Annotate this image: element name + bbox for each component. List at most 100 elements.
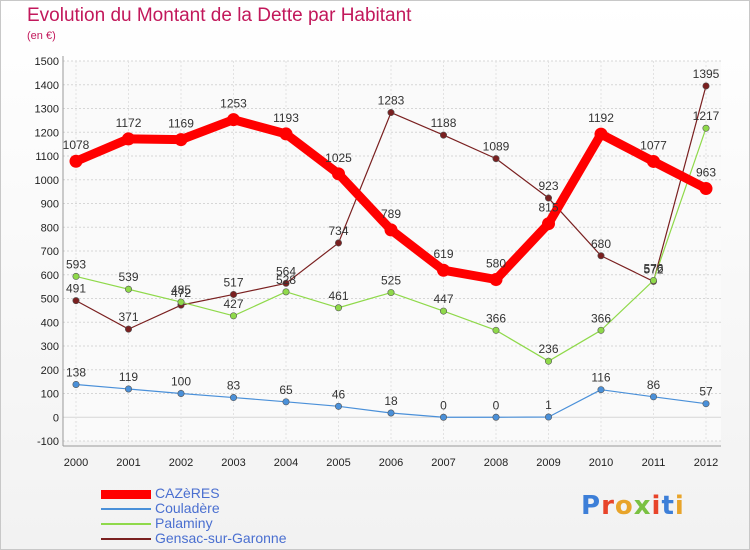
data-point [177,389,185,397]
y-tick-label: 1000 [35,175,59,187]
data-label: 1169 [168,117,194,131]
data-point [439,131,447,139]
brand-letter: r [601,491,615,521]
y-tick-label: 500 [41,294,59,306]
data-label: 100 [171,375,191,389]
data-point [702,400,710,408]
data-label: 366 [486,311,506,325]
data-label: 1188 [431,116,457,130]
data-point [387,409,395,417]
legend-label: CAZèRES [155,485,220,501]
data-label: 1077 [640,138,667,152]
brand-letter: i [651,491,662,521]
data-point [69,154,83,168]
data-point [649,393,657,401]
x-tick-label: 2004 [274,457,298,469]
data-label: 963 [696,166,716,180]
y-tick-label: 800 [41,222,59,234]
data-label: 619 [433,247,453,261]
data-label: 517 [223,275,243,289]
legend-label: Gensac-sur-Garonne [155,530,287,546]
legend-swatch [101,508,151,510]
data-label: 789 [381,207,401,221]
legend-item: Gensac-sur-Garonne [101,530,361,546]
data-point [332,167,345,181]
data-label: 57 [699,385,713,399]
legend-item: Palaminy [101,515,361,531]
data-label: 1253 [220,97,247,111]
legend-swatch [101,523,151,525]
data-label: 572 [643,262,663,276]
x-tick-label: 2001 [116,457,140,469]
x-tick-label: 2011 [642,457,666,469]
data-label: 1172 [116,116,142,130]
data-point [597,326,605,334]
data-point [544,357,552,365]
data-label: 491 [66,282,86,296]
data-label: 580 [486,257,506,271]
y-tick-label: 400 [41,317,59,329]
data-point [230,312,238,320]
data-label: 1395 [693,67,720,81]
y-tick-label: 1300 [35,104,59,116]
data-label: 539 [118,270,138,284]
legend-swatch [101,489,151,499]
data-point [702,82,710,90]
data-label: 1 [545,398,552,412]
legend-item: Couladère [101,500,361,516]
data-point [334,402,342,410]
x-tick-label: 2005 [326,457,350,469]
data-point [282,288,290,296]
data-label: 46 [332,387,346,401]
data-label: 1078 [63,138,90,152]
brand-letter: i [674,491,685,521]
x-tick-label: 2009 [536,457,560,469]
data-label: 461 [328,289,348,303]
data-label: 576 [643,261,663,275]
x-tick-label: 2008 [484,457,508,469]
x-tick-label: 2007 [431,457,455,469]
legend-item: CAZèRES [101,485,361,501]
data-label: 1089 [483,140,510,154]
data-label: 83 [227,379,241,393]
data-point [439,413,447,421]
data-point [282,398,290,406]
data-point [174,133,188,147]
data-label: 1192 [588,111,614,125]
y-tick-label: 600 [41,270,59,282]
y-tick-label: 700 [41,246,59,258]
y-tick-label: 200 [41,365,59,377]
grid [63,60,721,442]
chart-unit: (en €) [27,30,56,42]
brand-letter: o [614,491,634,521]
x-tick-label: 2010 [589,457,613,469]
data-point [230,290,238,298]
data-point [72,272,80,280]
x-tick-label: 2006 [379,457,403,469]
data-point [492,326,500,334]
y-tick-label: 300 [41,341,59,353]
data-label: 485 [171,283,191,297]
data-labels: 491 371 472 517 564 734 1283 1188 1089 923 680 572 1… [63,67,720,412]
y-tick-label: 1500 [35,56,59,68]
data-point [647,154,660,168]
data-label: 815 [538,201,558,215]
data-label: 528 [276,273,296,287]
y-tick-label: 1400 [35,80,59,92]
data-label: 0 [493,398,500,412]
y-tick-label: 1100 [35,151,59,163]
data-label: 18 [384,394,398,408]
data-point [72,297,80,305]
data-point [544,194,552,202]
chart-title: Evolution du Montant de la Dette par Hab… [27,5,412,26]
data-point [282,279,290,287]
data-label: 0 [440,398,447,412]
data-point [489,273,503,286]
data-label: 564 [276,264,296,278]
y-tick-label: -100 [37,436,59,448]
axes: -100010020030040050060070080090010001100… [35,56,721,469]
y-tick-label: 0 [53,412,59,424]
data-label: 734 [328,224,348,238]
